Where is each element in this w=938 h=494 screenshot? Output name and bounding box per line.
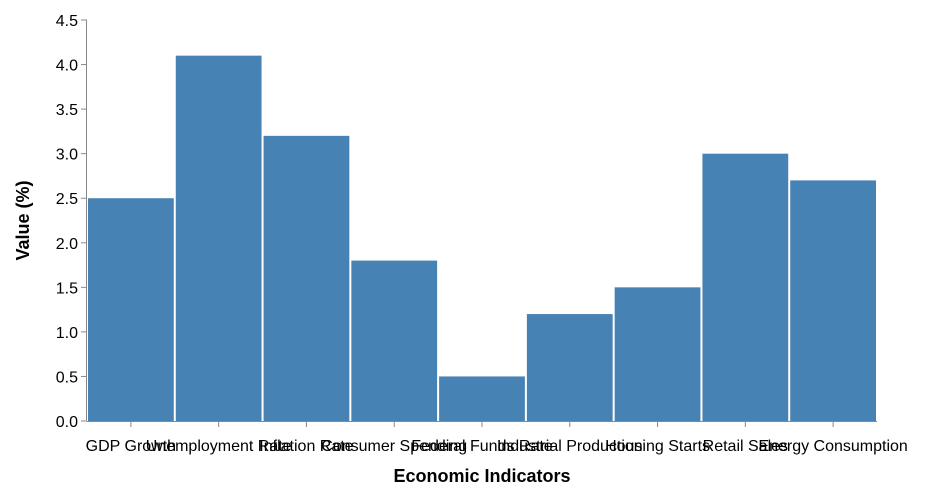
y-tick-label: 3.0: [56, 147, 78, 164]
bar-unemployment-rate: [175, 55, 262, 422]
y-axis: 0.0 0.5 1.0 1.5 2.0 2.5 3.0 3.5 4.0 4.5: [56, 13, 87, 431]
y-tick-label: 3.5: [56, 102, 78, 119]
y-axis-title: Value (%): [13, 180, 33, 260]
x-tick-label: Industrial Production: [497, 438, 643, 455]
x-tick-label: Energy Consumption: [758, 438, 907, 455]
bar-energy-consumption: [790, 180, 876, 421]
x-tick-label: Consumer Spending: [321, 438, 467, 455]
x-tick-label: Unemployment Rate: [146, 438, 292, 455]
bar-inflation-rate: [263, 135, 350, 421]
y-tick-label: 1.5: [56, 280, 78, 297]
bar-federal-funds-rate: [439, 376, 525, 421]
x-axis-title: Economic Indicators: [393, 466, 570, 486]
x-tick-label: Housing Starts: [605, 438, 710, 455]
y-tick-label: 0.0: [56, 414, 78, 431]
bars-group: [88, 55, 876, 422]
x-tick-label: Federal Funds Rate: [411, 438, 553, 455]
bar-retail-sales: [702, 153, 789, 421]
x-tick-label: GDP Growth: [86, 438, 176, 455]
bar-consumer-spending: [351, 260, 438, 421]
y-tick-label: 1.0: [56, 325, 78, 342]
y-tick-label: 2.0: [56, 236, 78, 253]
y-tick-label: 2.5: [56, 191, 78, 208]
y-tick-label: 4.5: [56, 13, 78, 30]
bar-industrial-production: [526, 314, 613, 421]
y-tick-label: 0.5: [56, 369, 78, 386]
x-tick-label: Inflation Rate: [259, 438, 353, 455]
x-tick-label: Retail Sales: [703, 438, 788, 455]
y-tick-label: 4.0: [56, 58, 78, 75]
bar-housing-starts: [614, 287, 701, 421]
bar-gdp-growth: [88, 198, 174, 421]
